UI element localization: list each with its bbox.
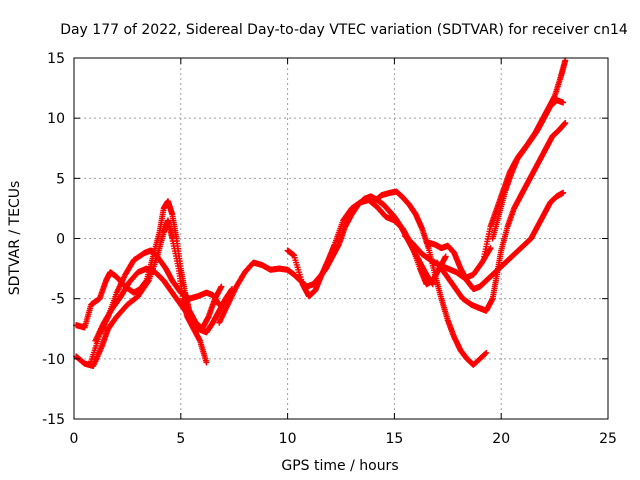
x-tick-label: 15 (385, 431, 403, 447)
data-point (482, 350, 489, 357)
y-tick-label: -15 (42, 412, 65, 428)
data-point (487, 245, 494, 252)
data-point (560, 189, 567, 196)
y-tick-label: -10 (42, 352, 65, 368)
series-arc-12 (489, 97, 567, 242)
data-points (73, 57, 569, 370)
y-tick-label: -5 (51, 292, 65, 308)
data-point (562, 119, 569, 126)
y-tick-label: 5 (56, 171, 65, 187)
x-axis-label: GPS time / hours (281, 458, 398, 474)
y-axis-label: SDTVAR / TECUs (7, 181, 23, 296)
data-point (218, 283, 225, 290)
data-point (442, 253, 449, 260)
data-point (560, 99, 567, 106)
chart-title: Day 177 of 2022, Sidereal Day-to-day VTE… (60, 22, 628, 38)
series-arc-9 (423, 189, 567, 293)
x-tick-label: 10 (279, 431, 297, 447)
y-tick-label: 0 (56, 232, 65, 248)
series-arc-4 (92, 265, 236, 344)
data-point (203, 359, 210, 366)
x-tick-label: 0 (70, 431, 79, 447)
y-tick-label: 15 (47, 51, 65, 67)
x-tick-label: 20 (492, 431, 510, 447)
x-tick-label: 25 (599, 431, 617, 447)
series-arc-10 (434, 119, 569, 314)
x-tick-label: 5 (176, 431, 185, 447)
y-tick-label: 10 (47, 111, 65, 127)
data-point (483, 349, 490, 356)
axis-ticks: 0 5 10 15 20 25 -15 -10 -5 0 5 10 15 (42, 51, 617, 447)
